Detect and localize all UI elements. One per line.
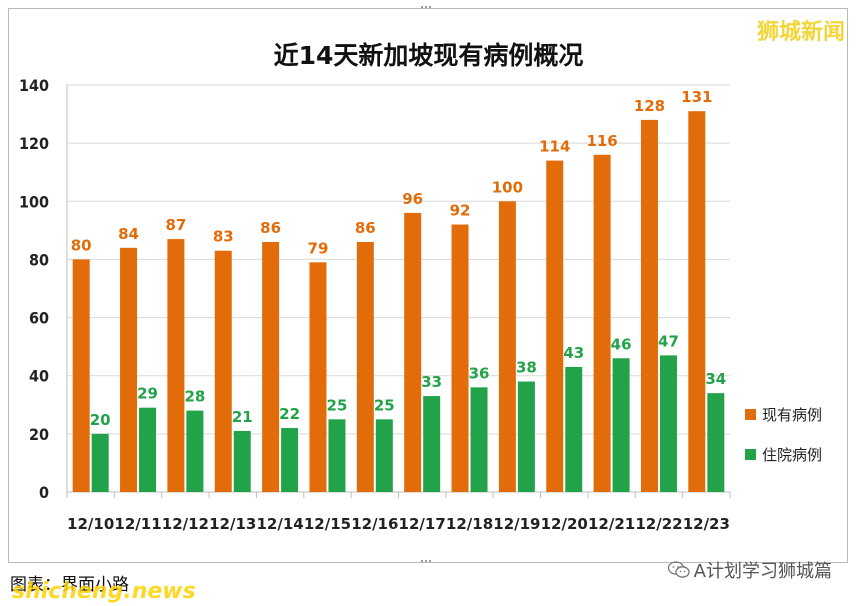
data-label-hospitalised: 36 xyxy=(469,364,490,382)
data-label-hospitalised: 33 xyxy=(421,373,442,391)
data-label-hospitalised: 47 xyxy=(658,332,679,350)
bar-hospitalised-cases xyxy=(91,433,109,492)
data-label-current: 84 xyxy=(118,225,139,243)
x-tick-label: 12/23 xyxy=(683,515,730,533)
data-label-hospitalised: 28 xyxy=(184,388,205,406)
bar-current-cases xyxy=(214,250,232,492)
y-tick-label: 80 xyxy=(29,250,49,269)
x-tick-label: 12/10 xyxy=(67,515,114,533)
bar-current-cases xyxy=(593,154,611,492)
account-watermark: A计划学习狮城篇 xyxy=(667,557,832,583)
bar-current-cases xyxy=(404,212,422,492)
bar-hospitalised-cases xyxy=(375,419,393,492)
data-label-hospitalised: 43 xyxy=(563,344,584,362)
data-label-current: 128 xyxy=(634,97,665,115)
data-label-hospitalised: 21 xyxy=(232,408,253,426)
chart-title: 近14天新加坡现有病例概况 xyxy=(273,41,584,70)
data-label-hospitalised: 20 xyxy=(90,411,111,429)
data-label-current: 100 xyxy=(492,178,523,196)
data-label-current: 83 xyxy=(213,228,234,246)
x-tick-label: 12/18 xyxy=(446,515,493,533)
legend-label-current: 现有病例 xyxy=(762,405,823,424)
wechat-icon xyxy=(667,561,690,578)
bar-hospitalised-cases xyxy=(328,419,346,492)
legend-swatch-hospital xyxy=(745,448,756,460)
x-tick-label: 12/14 xyxy=(256,515,303,533)
data-label-hospitalised: 22 xyxy=(279,405,300,423)
bar-hospitalised-cases xyxy=(186,410,204,492)
resize-handle-top[interactable] xyxy=(421,6,435,11)
bar-hospitalised-cases xyxy=(139,407,157,492)
bar-current-cases xyxy=(356,241,374,492)
bar-current-cases xyxy=(640,119,658,492)
bar-hospitalised-cases xyxy=(470,387,488,492)
bar-current-cases xyxy=(72,259,90,492)
bar-hospitalised-cases xyxy=(517,381,535,492)
data-label-current: 114 xyxy=(539,138,570,156)
y-tick-label: 100 xyxy=(19,192,49,211)
data-label-hospitalised: 25 xyxy=(327,396,348,414)
bar-hospitalised-cases xyxy=(565,366,583,492)
bar-current-cases xyxy=(546,160,564,493)
legend-item-current: 现有病例 xyxy=(745,404,822,424)
data-label-current: 92 xyxy=(450,202,471,220)
y-tick-label: 40 xyxy=(29,367,49,386)
x-tick-label: 12/17 xyxy=(399,515,446,533)
y-tick-label: 120 xyxy=(19,134,49,153)
legend-swatch-current xyxy=(745,408,756,420)
data-label-current: 96 xyxy=(402,190,423,208)
data-label-current: 131 xyxy=(681,88,712,106)
bar-hospitalised-cases xyxy=(707,393,725,492)
bar-current-cases xyxy=(262,241,280,492)
legend-item-hospital: 住院病例 xyxy=(745,444,822,464)
x-tick-label: 12/15 xyxy=(304,515,351,533)
chart-caption: 图表：界面小路 xyxy=(10,575,129,595)
site-watermark: shicheng.news xyxy=(12,579,196,604)
chart-legend: 现有病例 住院病例 xyxy=(745,404,822,484)
data-label-current: 86 xyxy=(355,219,376,237)
data-label-current: 79 xyxy=(308,239,329,257)
x-tick-label: 12/13 xyxy=(209,515,256,533)
data-label-current: 86 xyxy=(260,219,281,237)
bar-hospitalised-cases xyxy=(659,355,677,492)
y-tick-label: 0 xyxy=(39,483,49,502)
bar-hospitalised-cases xyxy=(423,396,441,492)
bar-current-cases xyxy=(120,247,138,492)
bar-current-cases xyxy=(309,262,327,492)
data-label-hospitalised: 38 xyxy=(516,359,537,377)
data-label-current: 80 xyxy=(71,236,92,254)
x-tick-label: 12/12 xyxy=(162,515,209,533)
bar-hospitalised-cases xyxy=(612,358,630,492)
y-tick-label: 20 xyxy=(29,425,49,444)
legend-label-hospital: 住院病例 xyxy=(762,445,823,464)
x-tick-label: 12/22 xyxy=(635,515,682,533)
x-tick-label: 12/11 xyxy=(114,515,161,533)
x-tick-label: 12/16 xyxy=(351,515,398,533)
x-tick-label: 12/21 xyxy=(588,515,635,533)
brand-watermark: 狮城新闻 xyxy=(756,20,845,45)
data-label-hospitalised: 25 xyxy=(374,396,395,414)
bar-current-cases xyxy=(498,201,516,493)
data-label-hospitalised: 34 xyxy=(705,370,726,388)
y-tick-label: 140 xyxy=(19,76,49,95)
data-label-hospitalised: 29 xyxy=(137,385,158,403)
bar-current-cases xyxy=(688,111,706,493)
account-name: A计划学习狮城篇 xyxy=(693,561,832,582)
bar-hospitalised-cases xyxy=(281,428,299,492)
data-label-current: 116 xyxy=(586,132,617,150)
data-label-current: 87 xyxy=(165,216,186,234)
resize-handle-bottom[interactable] xyxy=(421,560,435,565)
x-tick-label: 12/20 xyxy=(541,515,588,533)
x-tick-label: 12/19 xyxy=(493,515,540,533)
bar-current-cases xyxy=(167,239,185,492)
bar-hospitalised-cases xyxy=(233,430,251,492)
y-tick-label: 60 xyxy=(29,309,49,328)
bar-current-cases xyxy=(451,224,469,493)
data-label-hospitalised: 46 xyxy=(611,335,632,353)
